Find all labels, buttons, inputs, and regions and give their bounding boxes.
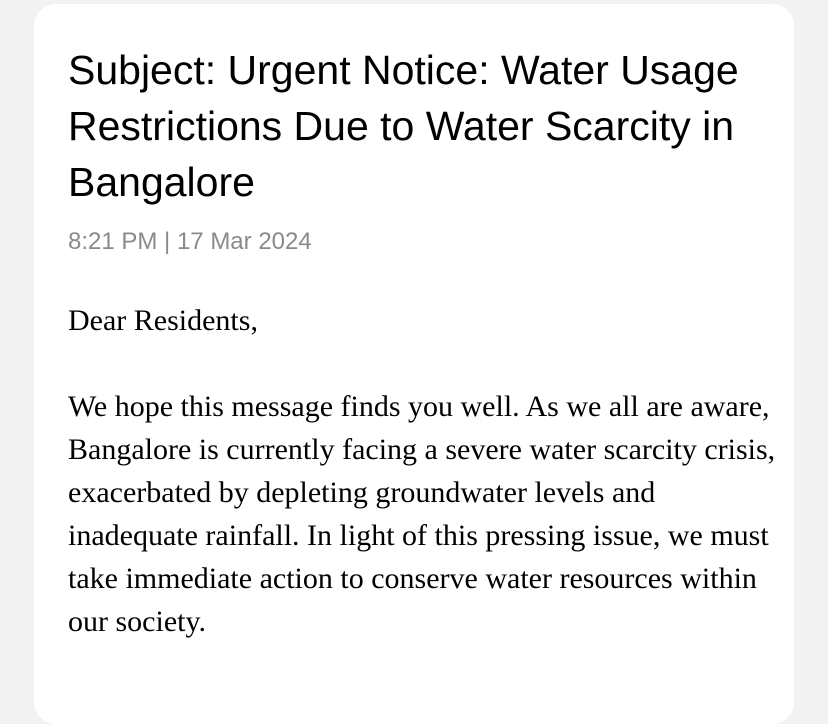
- email-timestamp: 8:21 PM | 17 Mar 2024: [68, 228, 312, 255]
- email-subject: Subject: Urgent Notice: Water Usage Rest…: [68, 47, 739, 205]
- email-body: Dear Residents, We hope this message fin…: [68, 299, 783, 686]
- email-paragraph: We hope this message finds you well. As …: [68, 390, 776, 638]
- email-greeting: Dear Residents,: [68, 304, 258, 337]
- email-card: Subject: Urgent Notice: Water Usage Rest…: [34, 4, 794, 724]
